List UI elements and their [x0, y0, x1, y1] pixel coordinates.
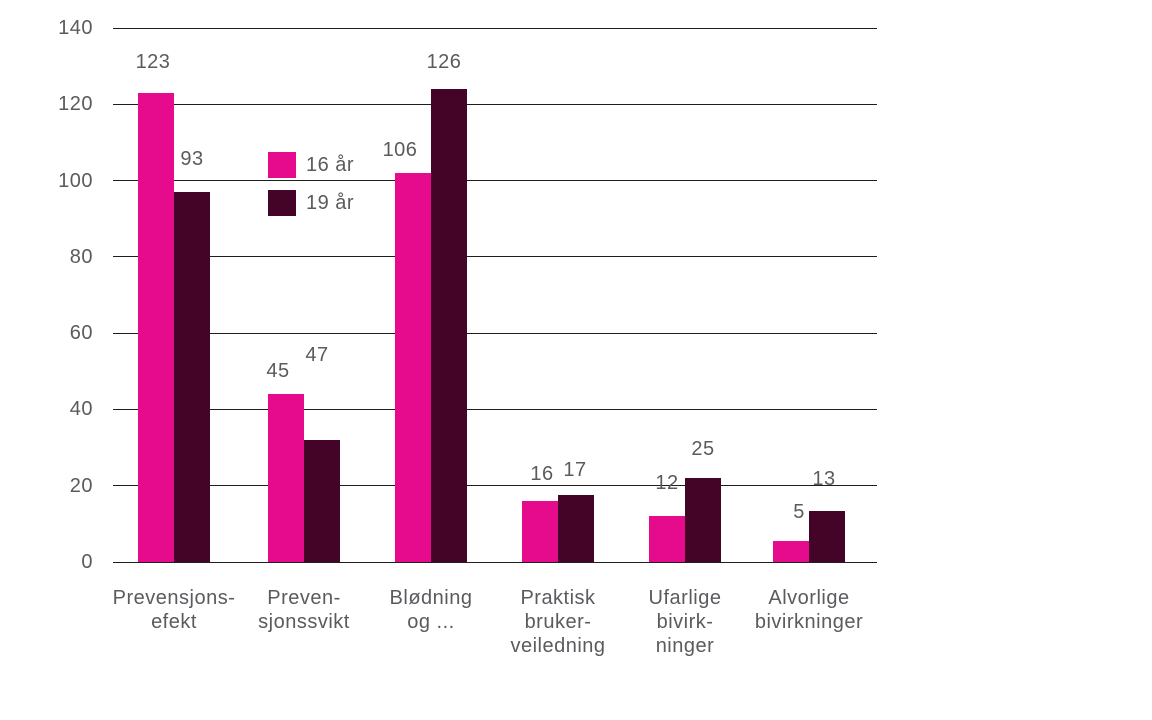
bar-value-label: 126	[426, 50, 462, 73]
x-axis-category-label-line: bivirk-	[656, 611, 714, 633]
y-axis-tick-label: 100	[58, 169, 93, 192]
legend-swatch-16ar	[268, 152, 296, 178]
bar-value-label: 25	[691, 437, 715, 460]
bar-series-1-cat-0	[174, 192, 210, 562]
bar-value-label: 106	[382, 138, 418, 161]
y-axis-tick-label: 80	[69, 245, 93, 268]
bar-value-label: 5	[793, 500, 805, 523]
bar-value-label: 12	[655, 472, 679, 495]
bar-value-label: 13	[812, 468, 836, 491]
x-axis-category-label: Blødning og ...	[351, 586, 511, 634]
plot-area: 123 45 106 16 12 5 93 47 126 17 25 13 16 år 19 år	[113, 27, 877, 563]
x-axis-category-label: Ufarlige bivirk-ninger	[605, 586, 765, 658]
y-axis-tick-label: 20	[69, 474, 93, 497]
x-axis-category-label-line: veiledning	[510, 635, 606, 657]
bar-series-0-cat-1	[268, 394, 304, 562]
x-axis-category-label: Alvorlige bivirkninger	[729, 586, 889, 634]
gridline-y-0	[113, 561, 877, 563]
legend-label: 16 år	[306, 154, 355, 176]
legend-swatch-19ar	[268, 190, 296, 216]
gridline-y-60	[113, 332, 877, 334]
bar-series-0-cat-0	[138, 92, 174, 562]
x-axis-category-label: Preven-sjonssvikt	[224, 586, 384, 634]
gridline-y-80	[113, 256, 877, 258]
x-axis-category-label-line: Prevensjons-	[112, 587, 236, 609]
bar-value-label: 93	[180, 148, 204, 171]
bar-series-0-cat-5	[773, 541, 809, 562]
x-axis-category-label-line: bivirkninger	[754, 611, 864, 633]
gridline-y-40	[113, 408, 877, 410]
bar-series-0-cat-2	[395, 172, 431, 562]
bar-value-label: 123	[135, 50, 171, 73]
y-axis-tick-label: 40	[69, 398, 93, 421]
x-axis-category-label-line: Alvorlige	[768, 587, 850, 609]
y-axis-tick-label: 120	[58, 93, 93, 116]
gridline-y-20	[113, 485, 877, 487]
gridline-y-140	[113, 27, 877, 29]
bar-value-label: 47	[305, 344, 329, 367]
bar-series-1-cat-2	[431, 89, 467, 562]
x-axis-category-label: Prevensjons-efekt	[94, 586, 254, 634]
x-axis-category-label-line: ninger	[655, 635, 715, 657]
x-axis-category-label-line: Blødning	[389, 587, 473, 609]
bar-series-1-cat-1	[304, 439, 340, 562]
x-axis-category-label-line: efekt	[151, 611, 197, 633]
x-axis-category-label: Praktisk bruker-veiledning	[478, 586, 638, 658]
bar-series-1-cat-3	[558, 495, 594, 562]
y-axis-tick-label: 60	[69, 322, 93, 345]
y-axis-tick-label: 0	[81, 551, 93, 573]
legend-label: 19 år	[306, 192, 355, 214]
gridline-y-120	[113, 103, 877, 105]
bar-series-1-cat-4	[685, 478, 721, 562]
bar-value-label: 17	[563, 458, 587, 481]
bar-value-label: 45	[266, 359, 290, 382]
y-axis-tick-label: 140	[58, 17, 93, 39]
x-axis-category-label-line: sjonssvikt	[258, 611, 350, 633]
bar-series-0-cat-3	[522, 500, 558, 562]
bar-series-1-cat-5	[809, 510, 845, 562]
bar-value-label: 16	[530, 462, 554, 485]
x-axis-category-label-line: Ufarlige	[648, 587, 722, 609]
gridline-y-100	[113, 180, 877, 182]
x-axis-category-label-line: og ...	[407, 611, 455, 633]
bar-series-0-cat-4	[649, 516, 685, 562]
x-axis-category-label-line: Preven-	[267, 587, 341, 609]
x-axis-category-label-line: bruker-	[524, 611, 592, 633]
x-axis-category-label-line: Praktisk	[520, 587, 596, 609]
